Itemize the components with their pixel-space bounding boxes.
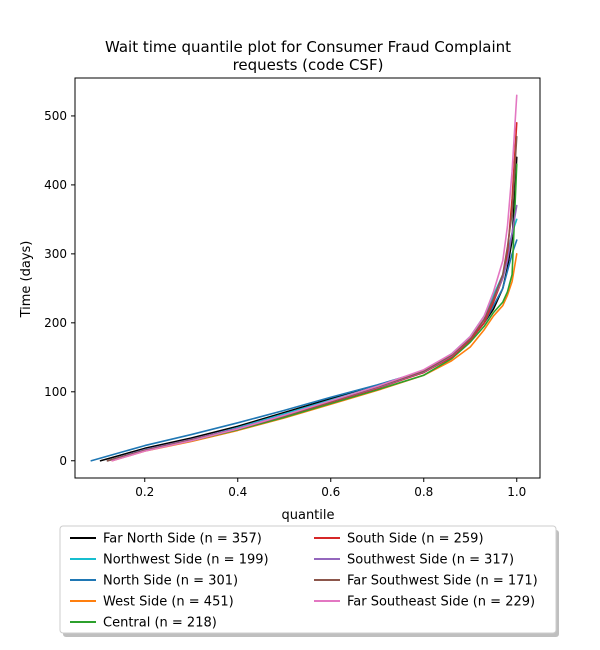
y-tick-label: 0 (59, 454, 67, 468)
x-tick-label: 0.8 (414, 485, 433, 499)
x-tick-label: 0.6 (321, 485, 340, 499)
legend-label-6: Southwest Side (n = 317) (347, 553, 514, 568)
x-tick-label: 0.2 (135, 485, 154, 499)
legend-label-5: South Side (n = 259) (347, 532, 484, 547)
y-axis: 0 100 200 300 400 500 (44, 109, 75, 468)
legend-label-8: Far Southeast Side (n = 229) (347, 595, 535, 610)
y-tick-label: 400 (44, 178, 67, 192)
y-tick-label: 200 (44, 316, 67, 330)
y-tick-label: 100 (44, 385, 67, 399)
x-axis-label: quantile (281, 508, 334, 523)
x-tick-label: 1.0 (507, 485, 526, 499)
plot-area (74, 77, 541, 479)
legend-box (59, 525, 557, 634)
legend-label-3: West Side (n = 451) (103, 595, 234, 610)
series-group (90, 94, 518, 462)
legend-label-7: Far Southwest Side (n = 171) (347, 574, 538, 589)
legend-items: Far North Side (n = 357) Northwest Side (… (70, 532, 538, 631)
legend-label-1: Northwest Side (n = 199) (103, 553, 269, 568)
x-axis: 0.2 0.4 0.6 0.8 1.0 (135, 478, 526, 499)
y-tick-label: 300 (44, 247, 67, 261)
legend: Far North Side (n = 357) Northwest Side (… (59, 525, 559, 637)
y-tick-label: 500 (44, 109, 67, 123)
legend-label-2: North Side (n = 301) (103, 574, 238, 589)
legend-label-0: Far North Side (n = 357) (103, 532, 262, 547)
plot-frame (74, 77, 541, 479)
y-axis-label: Time (days) (19, 241, 34, 319)
legend-label-4: Central (n = 218) (103, 616, 217, 631)
series-line-8 (111, 94, 518, 462)
chart-title-line-2: requests (code CSF) (233, 56, 384, 74)
chart-title-line-1: Wait time quantile plot for Consumer Fra… (105, 38, 511, 56)
x-tick-label: 0.4 (228, 485, 247, 499)
